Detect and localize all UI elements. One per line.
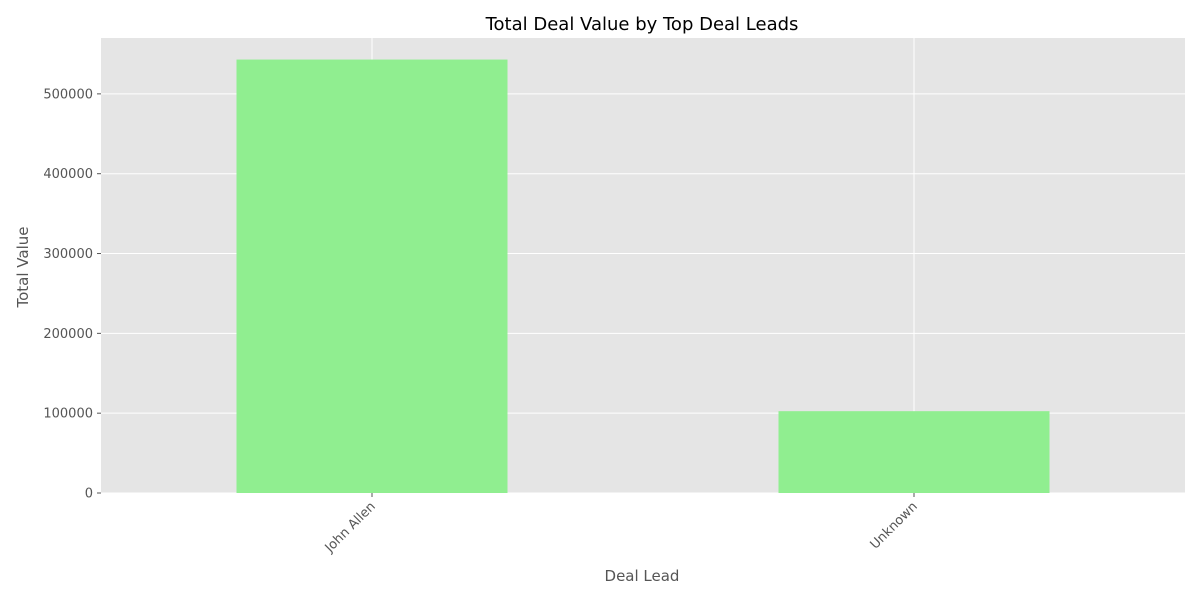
y-tick-label: 0 [85, 487, 93, 502]
y-axis-label: Total Value [14, 227, 32, 309]
y-tick-label: 400000 [43, 167, 93, 182]
chart-title: Total Deal Value by Top Deal Leads [485, 14, 799, 35]
x-axis-ticks: John Allen Unknown [322, 493, 921, 556]
bar-0 [236, 59, 508, 493]
x-axis-label: Deal Lead [605, 567, 680, 585]
bar-1 [778, 411, 1050, 493]
x-tick-label: John Allen [322, 499, 379, 556]
bars [236, 59, 1050, 493]
y-tick-label: 500000 [43, 87, 93, 102]
y-tick-label: 200000 [43, 327, 93, 342]
y-axis-ticks: 0 100000 200000 300000 400000 500000 [43, 87, 101, 502]
x-tick-label: Unknown [868, 499, 921, 552]
y-tick-label: 300000 [43, 247, 93, 262]
y-tick-label: 100000 [43, 407, 93, 422]
